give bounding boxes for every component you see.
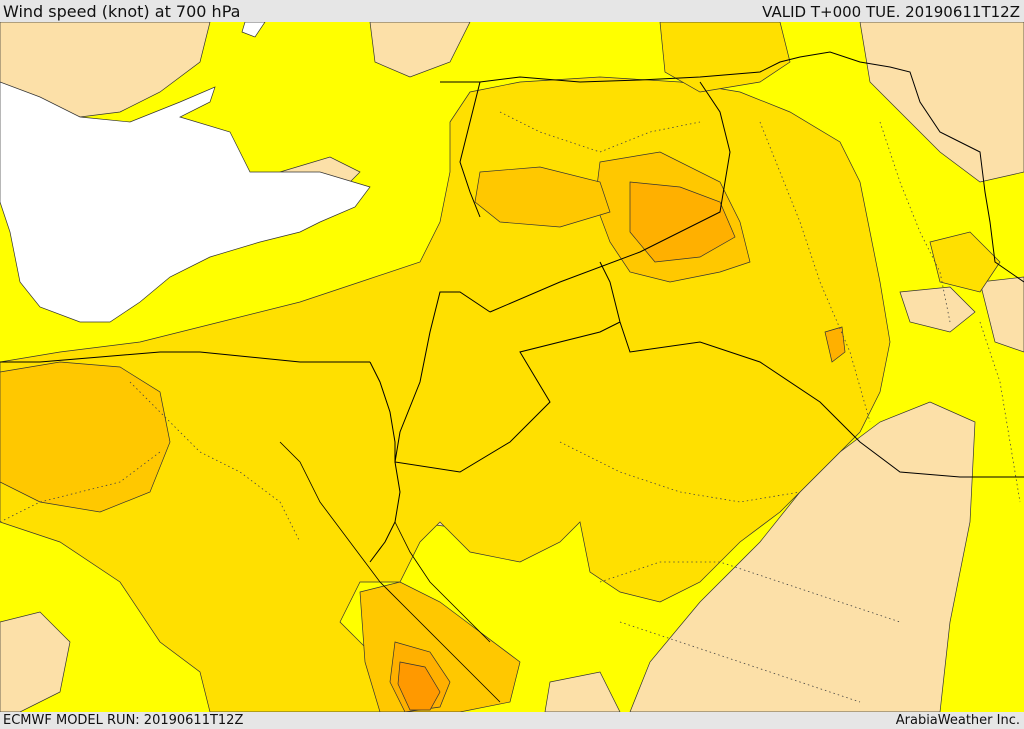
wind-speed-map: [0, 22, 1024, 712]
map-title: Wind speed (knot) at 700 hPa: [3, 2, 241, 21]
max-wind-areas: [397, 661, 441, 711]
footer-bar: ECMWF MODEL RUN: 20190611T12Z ArabiaWeat…: [0, 712, 1024, 729]
country-borders: [0, 51, 1024, 563]
province-lines: [0, 111, 1021, 703]
header-bar: Wind speed (knot) at 700 hPa VALID T+000…: [0, 0, 1024, 22]
model-run: ECMWF MODEL RUN: 20190611T12Z: [3, 713, 244, 728]
coast-lines: [279, 441, 501, 703]
valid-time: VALID T+000 TUE. 20190611T12Z: [762, 3, 1020, 21]
sea-area: [0, 22, 371, 323]
credit: ArabiaWeather Inc.: [895, 713, 1020, 728]
